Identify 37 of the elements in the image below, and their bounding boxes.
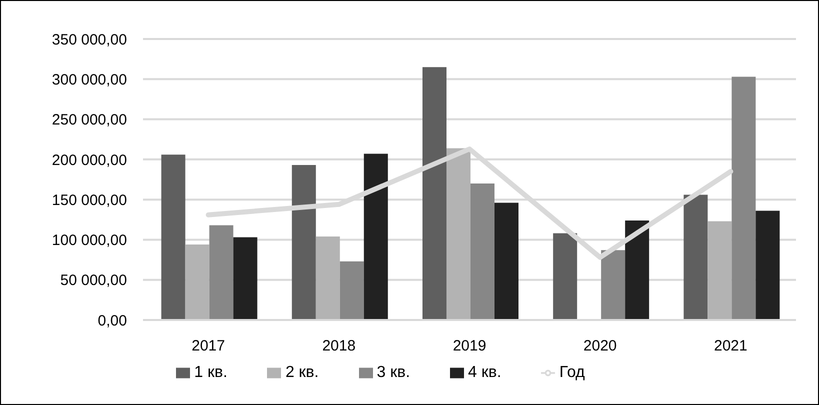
bar bbox=[316, 236, 340, 320]
bar bbox=[340, 261, 364, 320]
bar bbox=[625, 220, 650, 320]
y-tick-label: 200 000,00 bbox=[52, 152, 127, 169]
bar bbox=[422, 67, 446, 320]
x-tick-label: 2021 bbox=[714, 338, 748, 355]
bar bbox=[233, 237, 258, 320]
legend-label: Год bbox=[559, 364, 585, 381]
bar bbox=[494, 202, 518, 320]
bar bbox=[756, 210, 780, 320]
bar bbox=[292, 165, 316, 320]
y-tick-label: 50 000,00 bbox=[60, 272, 127, 290]
bar bbox=[684, 194, 708, 320]
x-tick-label: 2018 bbox=[322, 338, 356, 355]
bar bbox=[732, 76, 756, 320]
x-tick-label: 2017 bbox=[192, 338, 225, 355]
y-tick-label: 0,00 bbox=[98, 312, 127, 330]
y-tick-label: 100 000,00 bbox=[52, 232, 127, 250]
bar bbox=[185, 244, 210, 320]
bar bbox=[553, 233, 578, 320]
y-tick-label: 150 000,00 bbox=[52, 192, 127, 209]
x-tick-label: 2019 bbox=[452, 338, 486, 355]
bar bbox=[364, 154, 388, 320]
y-tick-label: 250 000,00 bbox=[52, 112, 127, 129]
x-tick-label: 2020 bbox=[583, 338, 617, 355]
bar bbox=[470, 184, 494, 320]
bar bbox=[209, 225, 234, 320]
bar bbox=[708, 221, 732, 320]
bar bbox=[446, 148, 470, 320]
bar bbox=[161, 154, 186, 320]
legend-label: 2 кв. bbox=[285, 364, 319, 381]
y-tick-label: 300 000,00 bbox=[52, 71, 127, 88]
legend-label: 4 кв. bbox=[468, 364, 502, 381]
bar bbox=[601, 250, 626, 320]
legend-label: 3 кв. bbox=[376, 364, 410, 381]
y-tick-label: 350 000,00 bbox=[52, 31, 127, 48]
legend-label: 1 кв. bbox=[194, 364, 228, 381]
